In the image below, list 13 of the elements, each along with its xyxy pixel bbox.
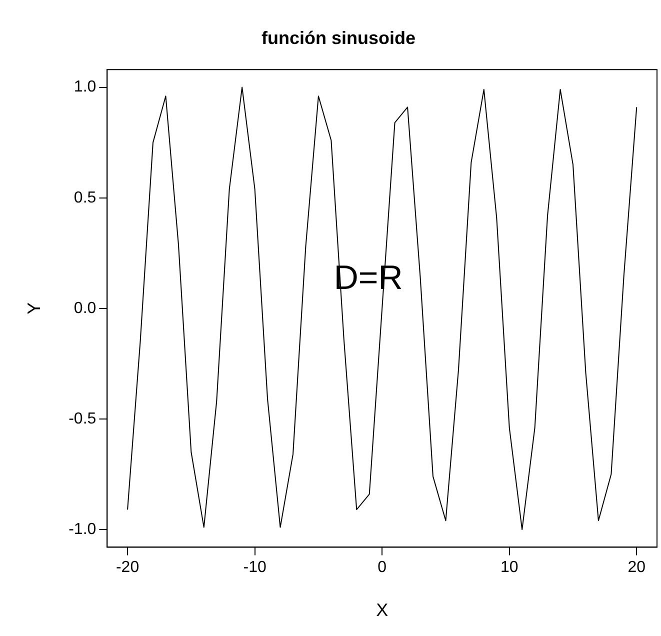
x-tick-label: -10 — [243, 559, 266, 576]
y-tick-label: 0.0 — [74, 300, 96, 317]
y-tick-label: 1.0 — [74, 78, 96, 96]
x-tick-label: -20 — [116, 559, 140, 576]
x-tick-label: 10 — [500, 559, 518, 576]
x-tick-label: 0 — [378, 559, 387, 576]
x-tick-label: 20 — [628, 559, 646, 576]
y-tick-label: -0.5 — [68, 410, 96, 428]
y-axis-title: Y — [24, 302, 44, 314]
y-tick-label: 0.5 — [74, 189, 96, 206]
chart-title: función sinusoide — [261, 28, 416, 48]
y-tick-label: -1.0 — [68, 520, 96, 538]
x-axis-title: X — [376, 600, 388, 620]
